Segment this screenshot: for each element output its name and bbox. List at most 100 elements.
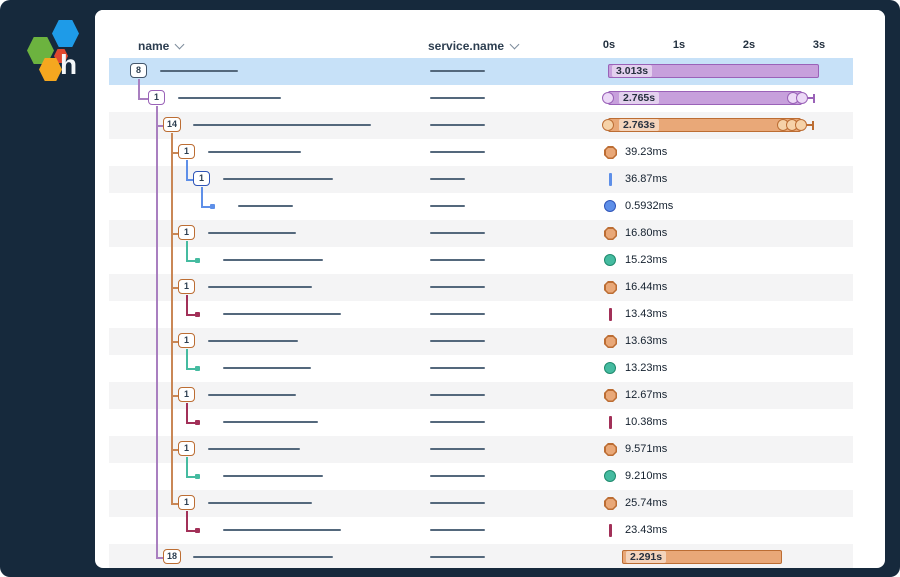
column-header-name[interactable]: name [138, 39, 185, 53]
span-marker-octagon-icon[interactable] [604, 227, 617, 240]
column-name-label: name [138, 39, 170, 53]
octagon-fill [605, 282, 616, 293]
chevron-down-icon[interactable] [509, 39, 520, 50]
service-name-redacted [430, 313, 485, 315]
span-marker-octagon-icon[interactable] [604, 497, 617, 510]
span-marker-circle-icon[interactable] [604, 254, 616, 266]
span-marker-tick-icon[interactable] [609, 308, 612, 321]
column-header-service-name[interactable]: service.name [428, 39, 520, 53]
trace-row[interactable]: 1 25.74ms [109, 490, 853, 517]
honeycomb-logo[interactable]: h [24, 18, 86, 84]
span-count-badge[interactable]: 1 [193, 171, 210, 186]
trace-row[interactable]: 14 2.763s [109, 112, 853, 139]
trace-row[interactable]: 1 12.67ms [109, 382, 853, 409]
trace-row[interactable]: 18 2.291s [109, 544, 853, 568]
duration-label: 3.013s [612, 65, 653, 77]
duration-bar[interactable]: 2.291s [622, 550, 783, 564]
trace-row[interactable]: 1 9.571ms [109, 436, 853, 463]
span-marker-circle-icon[interactable] [604, 470, 616, 482]
span-count-badge[interactable]: 8 [130, 63, 147, 78]
duration-label: 13.43ms [625, 308, 668, 320]
timeline-tick-3s: 3s [812, 39, 826, 51]
span-marker-circle-icon[interactable] [604, 362, 616, 374]
trace-row[interactable]: 0.5932ms [109, 193, 853, 220]
trace-row[interactable]: 23.43ms [109, 517, 853, 544]
service-name-redacted [430, 286, 485, 288]
span-marker-octagon-icon[interactable] [604, 335, 617, 348]
service-name-redacted [430, 70, 485, 72]
timeline-tick-0s: 0s [602, 39, 616, 51]
span-count-badge[interactable]: 14 [163, 117, 182, 132]
trace-row[interactable]: 9.210ms [109, 463, 853, 490]
trace-row[interactable]: 1 16.44ms [109, 274, 853, 301]
duration-label: 12.67ms [625, 389, 668, 401]
tree-connector-elbow [186, 476, 195, 478]
trace-row[interactable]: 13.43ms [109, 301, 853, 328]
span-marker-circle-icon[interactable] [604, 200, 616, 212]
duration-label: 2.765s [619, 92, 660, 104]
distribution-whisker-end [812, 121, 815, 130]
service-name-redacted [430, 151, 485, 153]
logo-hex-blue-icon [52, 20, 79, 47]
tree-connector-vertical [186, 403, 188, 423]
span-marker-octagon-icon[interactable] [604, 389, 617, 402]
tree-connector-elbow [138, 98, 148, 100]
span-count-badge[interactable]: 1 [178, 279, 195, 294]
service-name-redacted [430, 529, 485, 531]
tree-connector-vertical [186, 241, 188, 261]
column-service-label: service.name [428, 39, 505, 53]
duration-bar[interactable]: 2.765s [608, 91, 802, 105]
span-marker-tick-icon[interactable] [609, 416, 612, 429]
service-name-redacted [430, 232, 485, 234]
trace-row[interactable]: 15.23ms [109, 247, 853, 274]
span-count-badge[interactable]: 18 [163, 549, 182, 564]
duration-label: 15.23ms [625, 254, 668, 266]
service-name-redacted [430, 124, 485, 126]
span-marker-tick-icon[interactable] [609, 524, 612, 537]
span-name-redacted [178, 97, 281, 99]
duration-label: 39.23ms [625, 146, 668, 158]
tree-connector-vertical [171, 133, 173, 504]
span-marker-octagon-icon[interactable] [604, 146, 617, 159]
trace-row[interactable]: 1 39.23ms [109, 139, 853, 166]
duration-bar[interactable]: 2.763s [608, 118, 802, 132]
trace-row[interactable]: 1 36.87ms [109, 166, 853, 193]
span-name-redacted [160, 70, 238, 72]
tree-connector-elbow [201, 206, 210, 208]
span-count-badge[interactable]: 1 [178, 144, 195, 159]
span-marker-octagon-icon[interactable] [604, 281, 617, 294]
span-count-badge[interactable]: 1 [178, 333, 195, 348]
span-name-redacted [223, 367, 311, 369]
trace-row[interactable]: 1 16.80ms [109, 220, 853, 247]
tree-connector-elbow [186, 260, 195, 262]
span-count-badge[interactable]: 1 [178, 225, 195, 240]
tree-connector-elbow [186, 179, 193, 181]
trace-row[interactable]: 1 13.63ms [109, 328, 853, 355]
trace-row[interactable]: 1 2.765s [109, 85, 853, 112]
duration-bar[interactable]: 3.013s [608, 64, 819, 78]
trace-rows: 8 3.013s 1 2.765s 14 2.763s 1 39.23ms 1 36.87ms 0.… [109, 58, 853, 568]
trace-row[interactable]: 13.23ms [109, 355, 853, 382]
service-name-redacted [430, 502, 485, 504]
leaf-span-dot [195, 312, 200, 317]
duration-label: 9.571ms [625, 443, 668, 455]
distribution-start-circle [602, 92, 614, 104]
duration-label: 0.5932ms [625, 200, 674, 212]
logo-hex-red-icon [54, 49, 68, 63]
tree-connector-elbow [156, 125, 163, 127]
span-count-badge[interactable]: 1 [178, 441, 195, 456]
octagon-fill [605, 147, 616, 158]
trace-row[interactable]: 10.38ms [109, 409, 853, 436]
span-count-badge[interactable]: 1 [148, 90, 165, 105]
duration-label: 10.38ms [625, 416, 668, 428]
service-name-redacted [430, 367, 485, 369]
span-count-badge[interactable]: 1 [178, 495, 195, 510]
trace-row[interactable]: 8 3.013s [109, 58, 853, 85]
tree-connector-elbow [186, 530, 195, 532]
span-name-redacted [223, 475, 323, 477]
service-name-redacted [430, 394, 485, 396]
span-count-badge[interactable]: 1 [178, 387, 195, 402]
chevron-down-icon[interactable] [174, 39, 185, 50]
span-marker-octagon-icon[interactable] [604, 443, 617, 456]
span-marker-tick-icon[interactable] [609, 173, 612, 186]
